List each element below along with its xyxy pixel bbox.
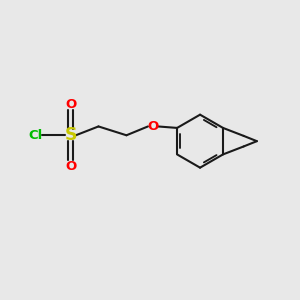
Text: O: O [65,160,76,173]
Text: S: S [64,126,77,144]
Text: Cl: Cl [28,129,42,142]
Text: O: O [65,98,76,111]
Text: O: O [147,120,159,133]
